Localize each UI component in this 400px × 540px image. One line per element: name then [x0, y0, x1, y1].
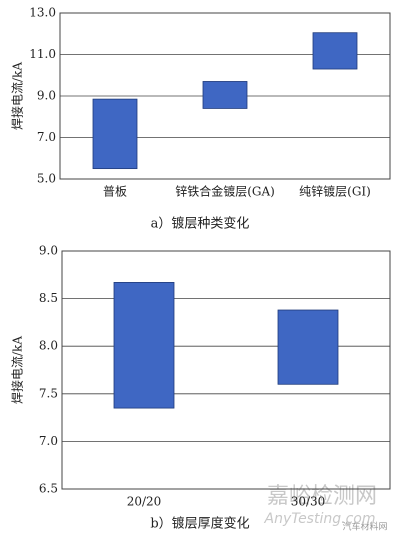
y-tick-label: 7.5 — [39, 386, 58, 400]
y-tick-label: 13.0 — [29, 6, 56, 20]
watermark-site: 嘉峪检测网 — [267, 484, 377, 509]
y-tick-label: 8.0 — [39, 339, 58, 353]
bar — [202, 81, 248, 109]
plot-frame — [59, 12, 391, 180]
caption: a）镀层种类变化 — [151, 216, 250, 232]
y-tick-label: 7.0 — [39, 434, 58, 448]
bar — [277, 309, 339, 385]
x-tick-label: 20/20 — [127, 495, 162, 509]
y-tick-label: 11.0 — [29, 47, 56, 61]
bar — [312, 32, 358, 70]
bar — [92, 98, 138, 170]
plot-frame — [61, 250, 391, 490]
y-axis-label: 焊接电流/kA — [10, 336, 25, 404]
caption: b）镀层厚度变化 — [150, 516, 249, 532]
bar — [113, 282, 175, 409]
watermark-url: AnyTesting.com — [264, 511, 376, 527]
x-tick-label: 纯锌镀层(GI) — [299, 185, 371, 199]
watermark-source: 汽车材料网 — [342, 521, 387, 533]
y-axis-label: 焊接电流/kA — [10, 62, 25, 130]
y-tick-label: 5.0 — [37, 172, 56, 186]
y-tick-label: 8.5 — [39, 291, 58, 305]
x-tick-label: 锌铁合金镀层(GA) — [175, 184, 275, 199]
y-tick-label: 7.0 — [37, 130, 56, 144]
y-tick-label: 9.0 — [37, 89, 56, 103]
y-tick-label: 9.0 — [39, 244, 58, 258]
x-tick-label: 普板 — [103, 185, 127, 199]
x-tick-label: 30/30 — [291, 495, 326, 509]
y-tick-label: 6.5 — [39, 482, 58, 496]
